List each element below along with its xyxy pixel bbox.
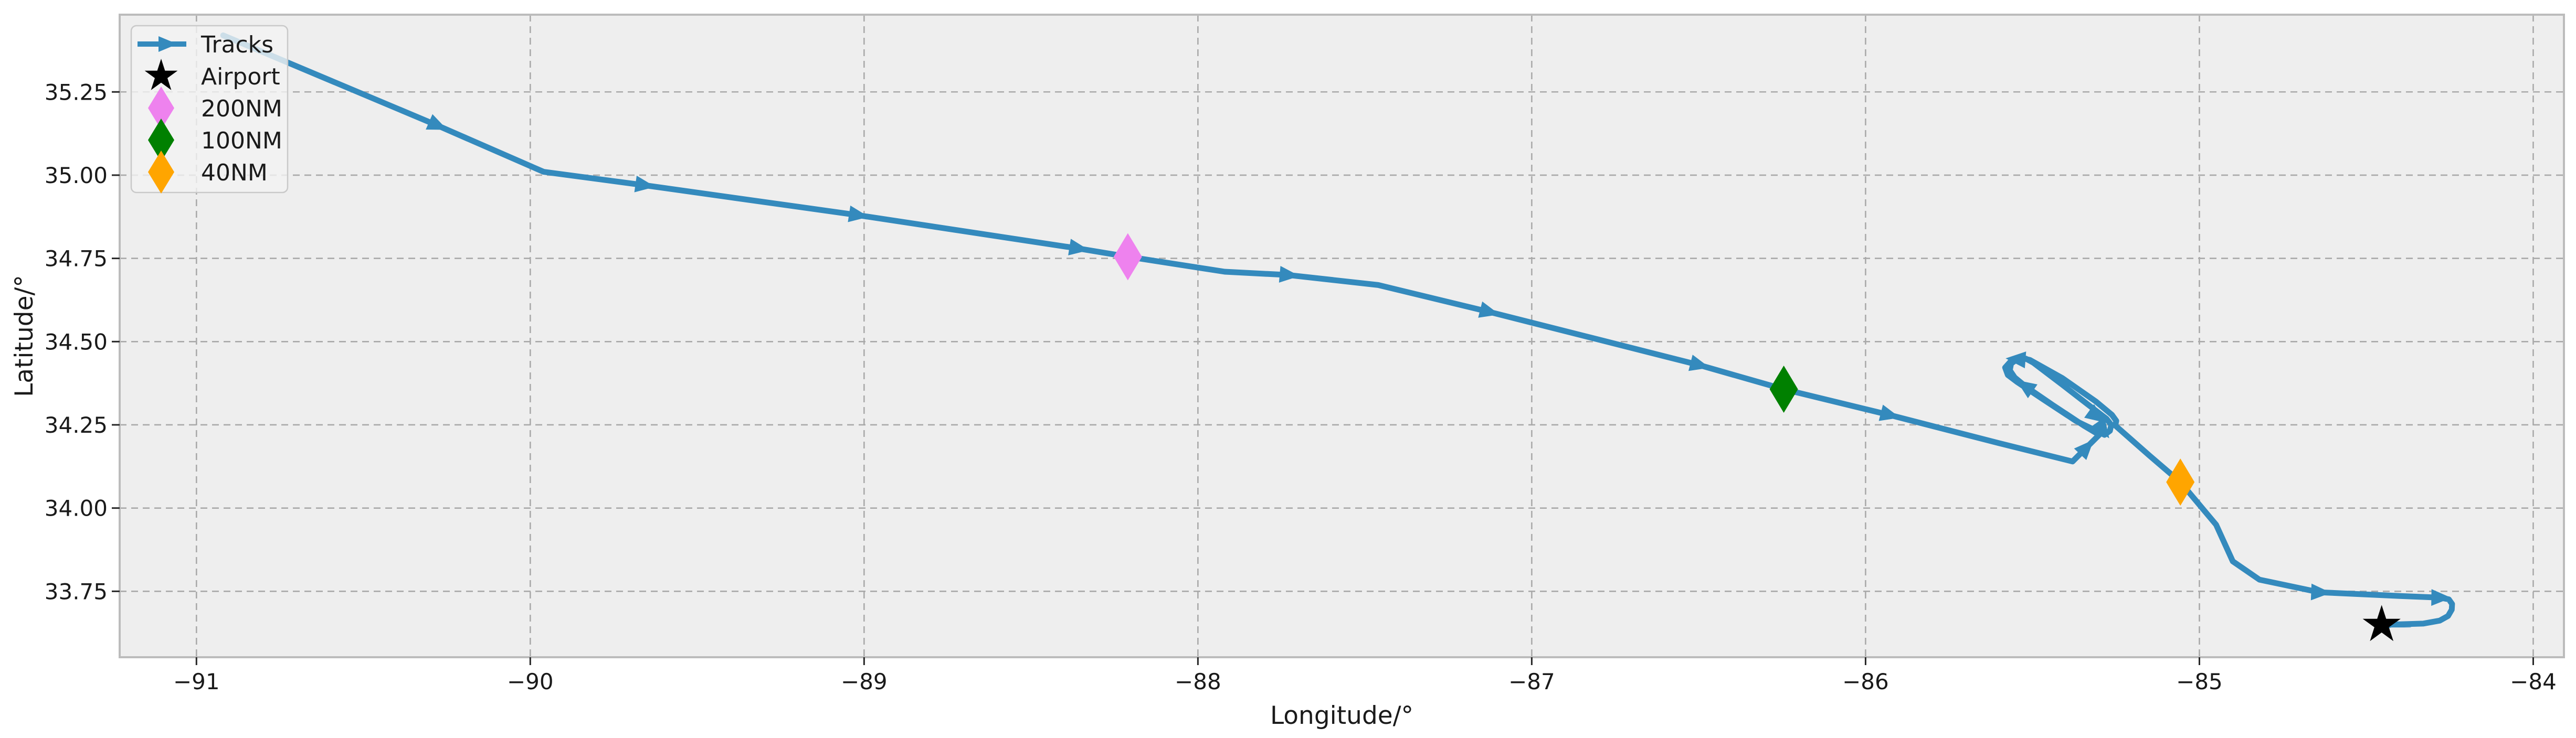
plot-background bbox=[120, 15, 2564, 657]
distance-markers-layer bbox=[1113, 233, 2401, 641]
legend-item-200nm: 200NM bbox=[148, 87, 282, 130]
airport-star-marker bbox=[2362, 605, 2401, 641]
y-axis-label: Latitude/° bbox=[10, 275, 39, 397]
legend-diamond-icon bbox=[148, 87, 174, 130]
legend-item-label: Airport bbox=[201, 63, 280, 90]
x-tick-label: −88 bbox=[1175, 669, 1221, 694]
track-direction-arrow bbox=[426, 114, 448, 130]
axis-ticks bbox=[112, 91, 2534, 665]
track-direction-arrow bbox=[2310, 583, 2331, 601]
y-tick-label: 35.00 bbox=[45, 163, 108, 188]
legend-arrow-icon bbox=[159, 36, 177, 52]
legend: Tracks Airport 200NM 100NM 40NM bbox=[130, 25, 289, 194]
axes-spines bbox=[119, 14, 2565, 658]
track-direction-arrow bbox=[2084, 404, 2106, 423]
legend-item-40nm: 40NM bbox=[148, 151, 268, 194]
legend-item-tracks: Tracks bbox=[138, 31, 273, 58]
legend-item-label: 200NM bbox=[201, 95, 282, 122]
200nm-diamond-marker bbox=[1113, 233, 1142, 281]
track-direction-arrow bbox=[1068, 239, 1090, 255]
legend-item-label: 100NM bbox=[201, 127, 282, 154]
x-tick-label: −85 bbox=[2176, 669, 2223, 694]
100nm-diamond-marker bbox=[1769, 366, 1798, 413]
x-tick-label: −87 bbox=[1508, 669, 1555, 694]
track-line-layer bbox=[220, 32, 2455, 628]
track-direction-arrow bbox=[2016, 380, 2037, 399]
legend-star-icon bbox=[144, 59, 178, 90]
legend-item-label: 40NM bbox=[201, 159, 268, 186]
x-tick-label: −86 bbox=[1842, 669, 1889, 694]
y-tick-label: 34.50 bbox=[45, 329, 108, 355]
x-tick-label: −91 bbox=[173, 669, 220, 694]
track-direction-arrow bbox=[2005, 351, 2026, 369]
legend-item-100nm: 100NM bbox=[148, 119, 282, 162]
40nm-diamond-marker bbox=[2166, 458, 2195, 506]
track-direction-arrow bbox=[1878, 404, 1901, 421]
legend-diamond-icon bbox=[148, 119, 174, 162]
track-direction-arrow bbox=[634, 175, 656, 192]
track-direction-arrow bbox=[848, 205, 869, 222]
grid-lines bbox=[120, 15, 2564, 657]
y-tick-label: 34.25 bbox=[45, 412, 108, 438]
legend-item-label: Tracks bbox=[200, 31, 273, 58]
legend-diamond-icon bbox=[148, 151, 174, 194]
axis-tick-labels: −91 −90 −89 −88 −87 −86 −85 −84 33.75 34.00 34.25 3… bbox=[45, 79, 2557, 694]
track-direction-arrow bbox=[2074, 440, 2094, 460]
y-tick-label: 35.25 bbox=[45, 79, 108, 105]
y-tick-label: 34.75 bbox=[45, 246, 108, 272]
legend-box bbox=[130, 25, 289, 194]
track-direction-arrow bbox=[2091, 417, 2109, 438]
x-axis-label: Longitude/° bbox=[1270, 701, 1413, 730]
y-tick-label: 34.00 bbox=[45, 496, 108, 521]
x-tick-label: −89 bbox=[841, 669, 888, 694]
flight-track-path bbox=[220, 32, 2455, 628]
axes-border bbox=[119, 14, 2565, 658]
x-tick-label: −84 bbox=[2510, 669, 2557, 694]
x-tick-label: −90 bbox=[507, 669, 554, 694]
track-direction-arrow bbox=[1478, 301, 1500, 318]
track-direction-arrow bbox=[2431, 589, 2452, 606]
legend-item-airport: Airport bbox=[144, 59, 280, 90]
y-tick-label: 33.75 bbox=[45, 579, 108, 604]
track-direction-arrow bbox=[1279, 265, 1300, 283]
track-direction-arrow bbox=[1688, 355, 1710, 371]
